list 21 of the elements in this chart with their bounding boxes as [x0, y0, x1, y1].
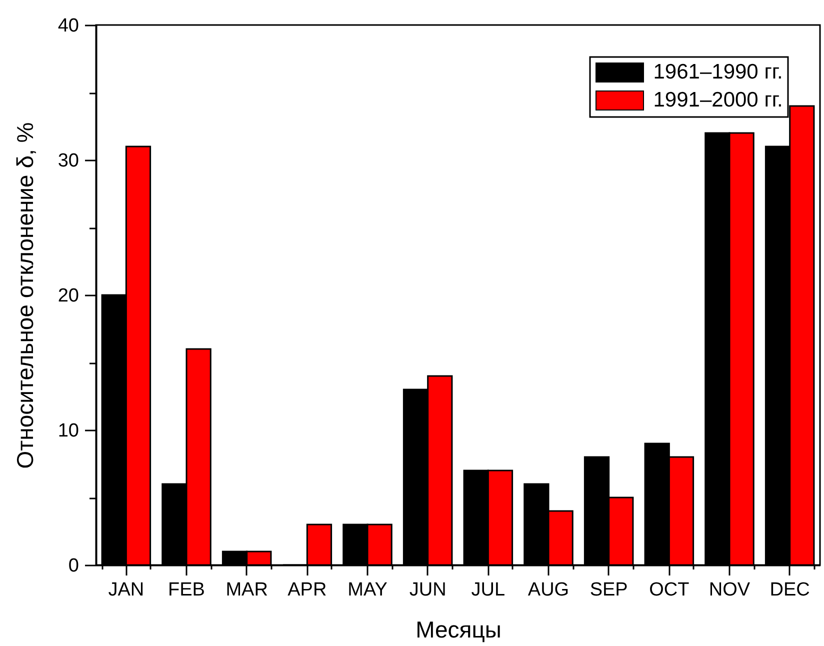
- y-tick-label: 30: [58, 150, 79, 172]
- x-axis-title: Месяцы: [416, 616, 502, 642]
- x-tick-label: SEP: [590, 580, 628, 600]
- y-tick-label: 10: [58, 420, 79, 442]
- x-tick-label: MAY: [348, 580, 388, 600]
- y-axis-title: Относительное отклонение δ, %: [12, 122, 38, 469]
- x-tick-label: APR: [288, 580, 327, 600]
- y-tick-label: 20: [58, 286, 79, 306]
- legend-label: 1961–1990 гг.: [653, 60, 783, 84]
- x-tick-label: OCT: [649, 580, 690, 600]
- y-tick-label: 0: [68, 556, 79, 576]
- x-tick-label: MAR: [226, 580, 268, 600]
- x-tick-label: JAN: [108, 580, 144, 600]
- x-tick-label: DEC: [770, 580, 810, 600]
- x-tick-label: NOV: [708, 580, 750, 600]
- x-tick-label: JUL: [471, 580, 506, 600]
- x-tick-label: AUG: [528, 580, 570, 600]
- legend-label: 1991–2000 гг.: [653, 88, 783, 112]
- y-tick-label: 40: [58, 16, 79, 36]
- x-tick-label: JUN: [409, 580, 446, 600]
- x-tick-label: FEB: [168, 580, 205, 600]
